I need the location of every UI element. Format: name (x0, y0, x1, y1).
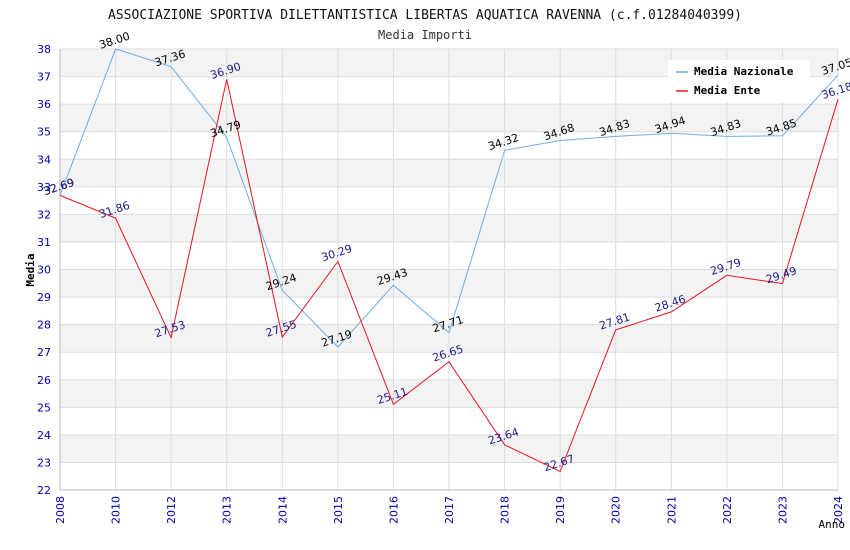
x-tick-label: 2013 (221, 496, 234, 524)
data-label: 30.29 (320, 242, 354, 264)
y-tick-label: 28 (37, 319, 51, 332)
y-tick-label: 34 (37, 153, 51, 166)
gridlines (59, 48, 839, 491)
series-lines (59, 48, 839, 473)
data-label: 32.69 (42, 176, 76, 198)
legend: Media Nazionale Media Ente (668, 60, 810, 102)
x-tick-label: 2017 (443, 496, 456, 524)
legend-label-media-ente: Media Ente (694, 84, 761, 97)
chart-title: ASSOCIAZIONE SPORTIVA DILETTANTISTICA LI… (108, 8, 742, 23)
y-tick-label: 35 (37, 126, 51, 139)
chart-subtitle: Media Importi (378, 28, 472, 42)
y-tick-label: 29 (37, 291, 51, 304)
y-axis-ticks: 22 23 24 25 26 27 28 29 30 31 32 33 34 35 36 37 38 (37, 43, 51, 497)
data-label: 34.32 (487, 131, 521, 153)
x-tick-label: 2020 (610, 496, 623, 524)
x-tick-label: 2024 (832, 496, 845, 524)
data-label: 38.00 (98, 30, 132, 52)
x-tick-label: 2019 (554, 496, 567, 524)
y-tick-label: 23 (37, 456, 51, 469)
y-tick-label: 33 (37, 181, 51, 194)
y-axis-label: Media (24, 253, 37, 286)
x-tick-label: 2010 (110, 496, 123, 524)
y-tick-label: 30 (37, 264, 51, 277)
data-label: 36.18 (820, 80, 850, 102)
y-tick-label: 24 (37, 429, 51, 442)
legend-box (668, 60, 810, 102)
x-tick-label: 2014 (276, 496, 289, 524)
legend-label-media-nazionale: Media Nazionale (694, 65, 794, 78)
y-tick-label: 37 (37, 71, 51, 84)
x-tick-label: 2008 (54, 496, 67, 524)
x-tick-label: 2021 (665, 496, 678, 524)
y-tick-label: 32 (37, 208, 51, 221)
y-tick-label: 26 (37, 374, 51, 387)
x-axis-ticks: 2008 2010 2012 2013 2014 2015 2016 2017 2018 2019… (54, 496, 845, 524)
y-tick-label: 36 (37, 98, 51, 111)
x-tick-label: 2023 (776, 496, 789, 524)
x-axis-label: Anno (819, 518, 846, 531)
y-tick-label: 31 (37, 236, 51, 249)
series-line-0 (59, 48, 839, 348)
series-line-1 (59, 79, 839, 473)
x-tick-label: 2022 (721, 496, 734, 524)
y-tick-label: 38 (37, 43, 51, 56)
x-tick-label: 2012 (165, 496, 178, 524)
x-tick-label: 2016 (387, 496, 400, 524)
y-tick-label: 25 (37, 401, 51, 414)
y-tick-label: 27 (37, 346, 51, 359)
y-tick-label: 22 (37, 484, 51, 497)
x-tick-label: 2015 (332, 496, 345, 524)
x-tick-label: 2018 (499, 496, 512, 524)
